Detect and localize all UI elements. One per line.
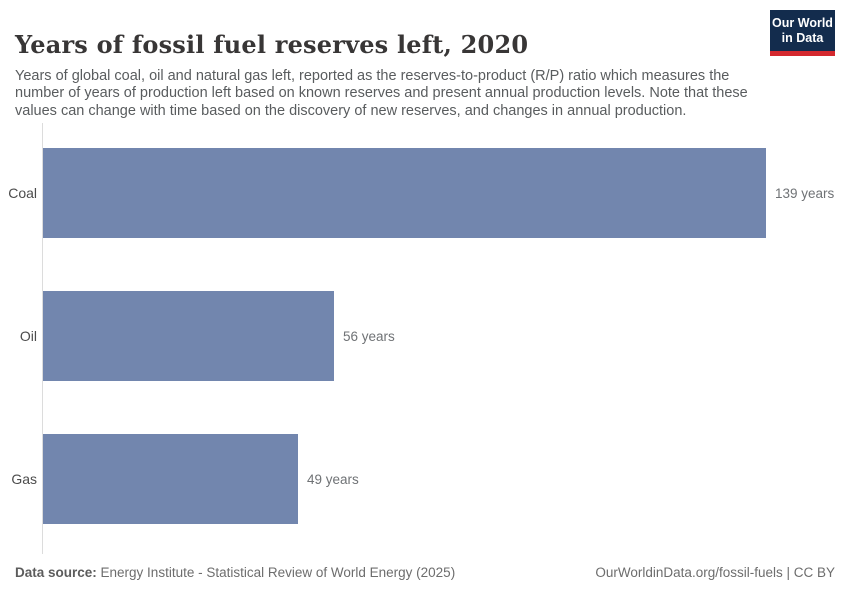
bar-row-oil: Oil 56 years <box>20 291 395 381</box>
data-source-text: Energy Institute - Statistical Review of… <box>96 565 456 580</box>
owid-logo-accent <box>770 51 835 56</box>
owid-url-license-link[interactable]: OurWorldinData.org/fossil-fuels | CC BY <box>595 565 835 580</box>
owid-logo-box: Our World in Data <box>770 10 835 51</box>
category-label-gas: Gas <box>11 471 37 487</box>
category-label-oil: Oil <box>19 328 37 344</box>
chart-footer: Data source: Energy Institute - Statisti… <box>15 565 835 580</box>
value-label-oil: 56 years <box>343 328 395 344</box>
bar-oil[interactable] <box>43 291 334 381</box>
value-label-gas: 49 years <box>307 471 359 487</box>
bar-row-coal: Coal 139 years <box>8 148 835 238</box>
category-label-coal: Coal <box>8 185 37 201</box>
bar-coal[interactable] <box>43 148 766 238</box>
data-source-note: Data source: Energy Institute - Statisti… <box>15 565 455 580</box>
owid-logo-line2: in Data <box>781 31 824 45</box>
y-axis-line <box>42 123 43 554</box>
bar-row-gas: Gas 49 years <box>11 434 359 524</box>
bar-gas[interactable] <box>43 434 298 524</box>
owid-logo[interactable]: Our World in Data <box>770 10 835 56</box>
bar-chart-plot: Coal 139 years Oil 56 years Gas 49 years <box>8 123 835 554</box>
owid-logo-line1: Our World <box>772 16 833 30</box>
value-label-coal: 139 years <box>775 185 835 201</box>
data-source-label: Data source: <box>15 565 97 580</box>
chart-subtitle: Years of global coal, oil and natural ga… <box>15 67 748 119</box>
page-title: Years of fossil fuel reserves left, 2020 <box>15 30 529 60</box>
